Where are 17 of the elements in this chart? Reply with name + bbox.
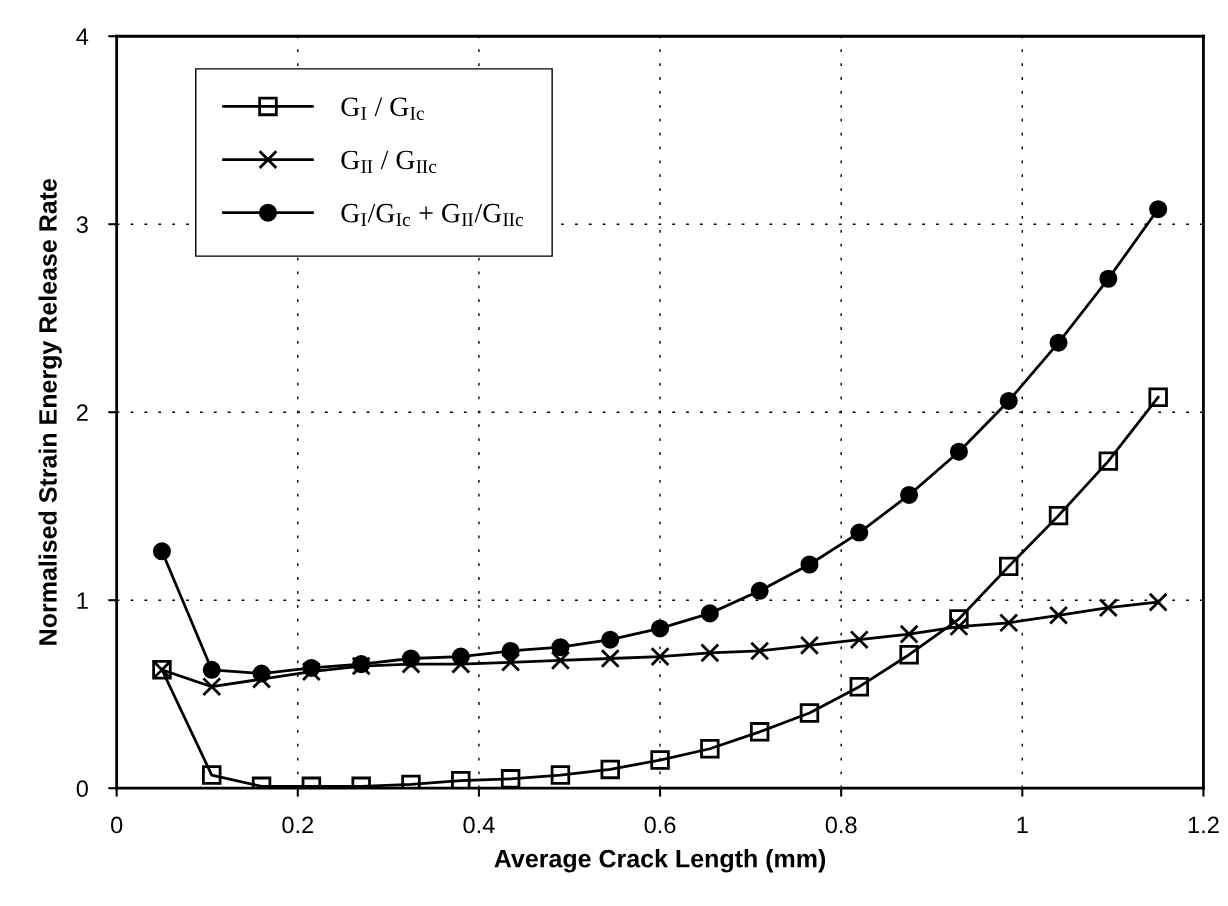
y-tick-label: 1 <box>77 592 88 609</box>
x-tick-label: 0.2 <box>282 816 314 834</box>
y-tick-label: 2 <box>76 404 88 421</box>
x-axis-title: Average Crack Length (mm) <box>494 849 826 873</box>
y-tick-label: 3 <box>76 216 88 234</box>
x-tick-label: 0.8 <box>825 816 857 834</box>
y-axis-title: Normalised Strain Energy Release Rate <box>38 178 62 645</box>
x-tick-label: 0.6 <box>644 816 676 834</box>
x-tick-label: 1.2 <box>1188 816 1219 834</box>
legend-label: G$_{I}$/G$_{Ic}$ + G$_{II}$/G$_{IIc}$ <box>341 203 524 227</box>
legend-label: G$_{I}$ / G$_{Ic}$ <box>341 97 424 120</box>
y-tick-label: 4 <box>76 28 89 45</box>
x-tick-label: 1 <box>1017 816 1028 834</box>
legend-label: G$_{II}$ / G$_{IIc}$ <box>341 150 437 174</box>
x-tick-label: 0.4 <box>463 816 495 834</box>
y-tick-label: 0 <box>76 780 88 798</box>
x-tick-label: 0 <box>111 816 123 834</box>
